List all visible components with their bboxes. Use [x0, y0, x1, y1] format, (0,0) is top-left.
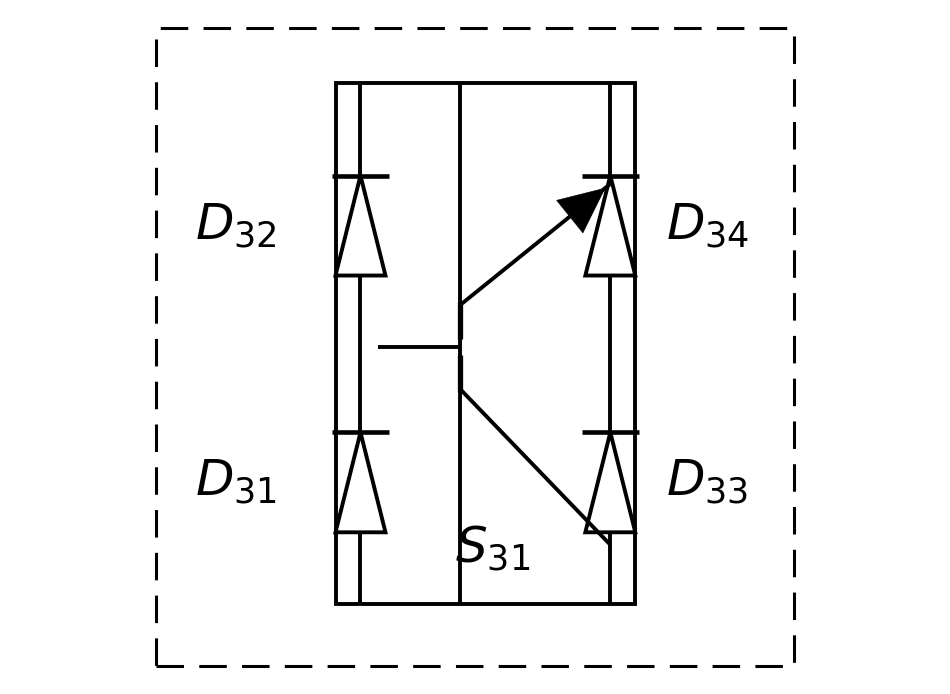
Polygon shape — [335, 432, 386, 532]
Text: $D_{32}$: $D_{32}$ — [195, 201, 276, 250]
Text: $D_{31}$: $D_{31}$ — [195, 458, 276, 507]
Bar — [336, 83, 635, 604]
Polygon shape — [585, 176, 636, 276]
Text: $D_{34}$: $D_{34}$ — [666, 201, 749, 250]
Polygon shape — [585, 432, 636, 532]
Polygon shape — [335, 176, 386, 276]
Text: $D_{33}$: $D_{33}$ — [666, 458, 749, 507]
Text: $S_{31}$: $S_{31}$ — [455, 523, 530, 573]
Polygon shape — [557, 188, 605, 232]
